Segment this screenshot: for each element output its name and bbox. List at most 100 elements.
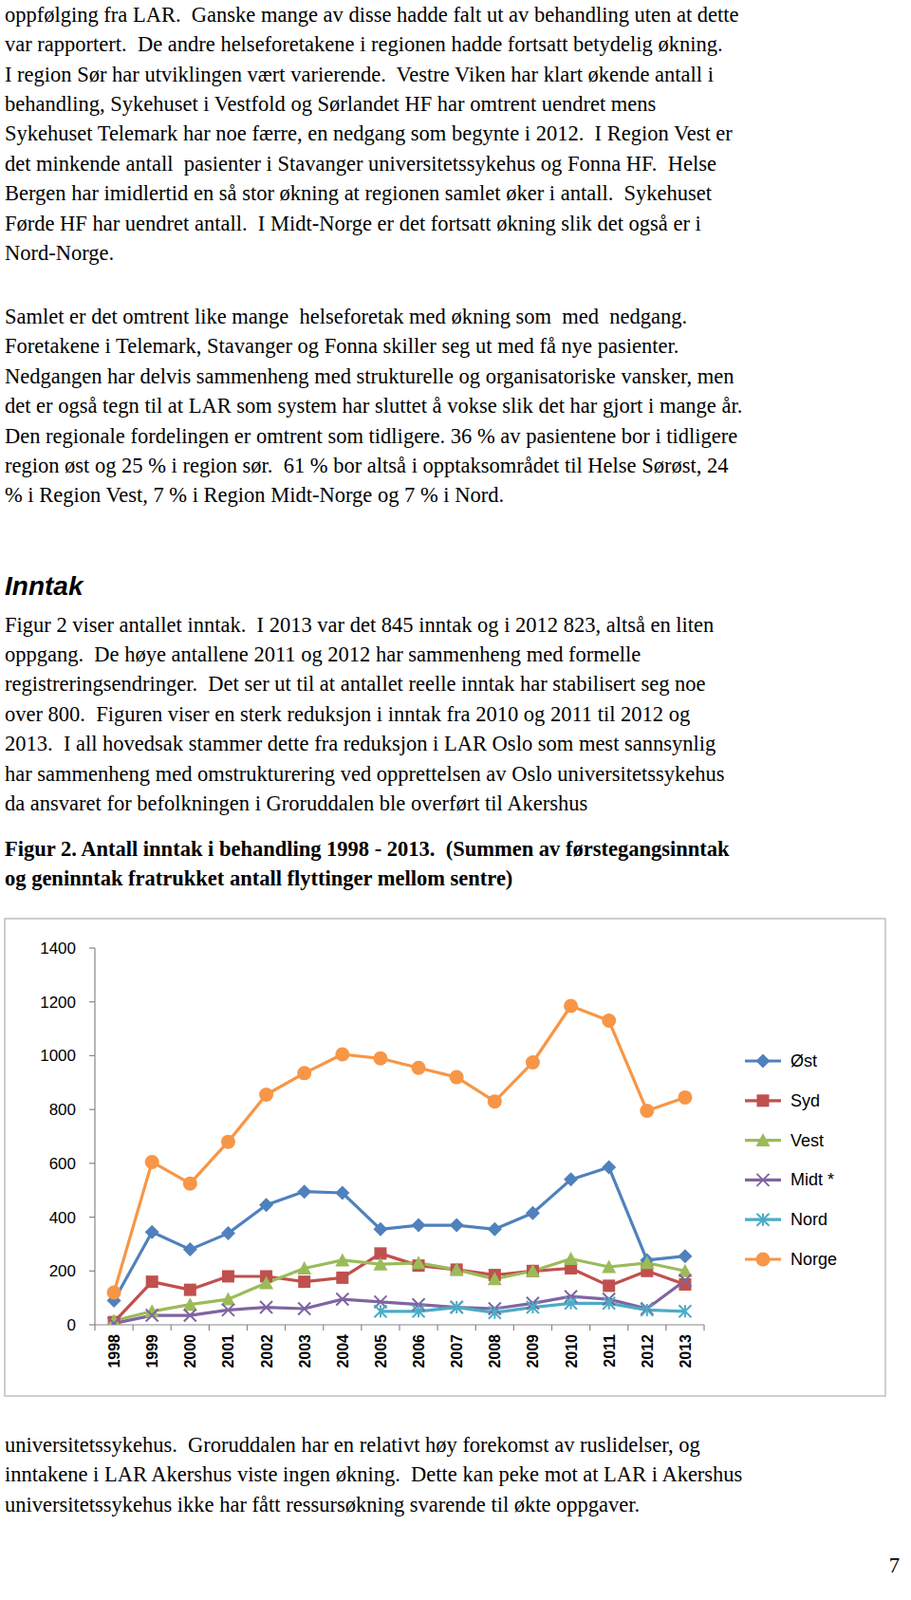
data-point (601, 1260, 616, 1274)
data-point (487, 1222, 502, 1237)
x-tick-label: 2002 (259, 1334, 276, 1369)
text-line: oppgang. De høye antallene 2011 og 2012 … (4, 642, 641, 667)
chart: 0200400600800100012001400199819992000200… (4, 918, 886, 1396)
x-tick (475, 1324, 477, 1331)
data-point (260, 1301, 273, 1314)
x-tick (284, 1324, 286, 1331)
data-point (335, 1293, 349, 1306)
x-tick (208, 1324, 210, 1331)
y-tick-label: 1000 (39, 1046, 76, 1065)
legend-marker (756, 1252, 771, 1267)
data-point (564, 1297, 577, 1310)
data-point (412, 1304, 426, 1318)
data-point (184, 1309, 197, 1322)
data-point (297, 1065, 312, 1080)
section-heading: Inntak (4, 571, 85, 601)
text-line: Nedgangen har delvis sammenheng med stru… (4, 364, 734, 389)
text-line: over 800. Figuren viser en sterk reduksj… (4, 702, 690, 726)
data-point (639, 1255, 654, 1269)
text-line: I region Sør har utviklingen vært varier… (4, 62, 714, 87)
data-point (259, 1087, 274, 1102)
x-tick-label: 2012 (639, 1334, 656, 1369)
chart-frame (4, 918, 886, 1396)
series-line (113, 1005, 686, 1293)
text-line: region øst og 25 % i region sør. 61 % bo… (4, 453, 728, 478)
text-line: registreringsendringer. Det ser ut til a… (4, 671, 707, 696)
text-line: det minkende antall pasienter i Stavange… (4, 151, 717, 176)
text-line: Nord-Norge. (4, 241, 114, 265)
text-line: Samlet er det omtrent like mange helsefo… (4, 304, 688, 329)
x-tick-label: 2005 (372, 1334, 390, 1369)
data-point (449, 1218, 465, 1233)
data-point (183, 1242, 198, 1257)
legend: ØstSydVestMidt *NordNorge (744, 1051, 837, 1269)
x-tick (665, 1324, 667, 1331)
text-line: Den regionale fordelingen er omtrent som… (4, 424, 738, 448)
x-tick (93, 1324, 95, 1331)
y-tick-label: 800 (49, 1100, 76, 1119)
text-line: var rapportert. De andre helseforetakene… (4, 32, 724, 56)
x-tick-label: 2009 (524, 1334, 541, 1369)
text-line: behandling, Sykehuset i Vestfold og Sørl… (4, 92, 656, 116)
x-tick-label: 2008 (486, 1334, 503, 1369)
y-tick-label: 200 (49, 1262, 76, 1281)
y-tick-label: 600 (49, 1154, 76, 1173)
data-point (107, 1284, 122, 1300)
data-point (373, 1304, 387, 1318)
text-line: universitetssykehus ikke har fått ressur… (4, 1492, 640, 1517)
data-point (334, 1047, 350, 1062)
data-point (184, 1283, 197, 1297)
text-line: Bergen har imidlertid en så stor økning … (4, 181, 713, 205)
legend-label: Norge (790, 1249, 837, 1269)
data-point (526, 1301, 540, 1314)
data-point (335, 1271, 349, 1284)
text-line: og geninntak fratrukket antall flyttinge… (4, 866, 513, 891)
x-tick-label: 2013 (677, 1334, 694, 1369)
data-point (222, 1303, 235, 1317)
data-point (487, 1271, 502, 1285)
y-axis (93, 948, 95, 1325)
text-line: Førde HF har uendret antall. I Midt-Norg… (4, 211, 702, 236)
legend-marker (756, 1054, 771, 1069)
data-point (146, 1309, 159, 1322)
y-tick (89, 1270, 95, 1272)
text-line: det er også tegn til at LAR som system h… (4, 393, 743, 418)
data-point (108, 1317, 121, 1325)
data-point (677, 1248, 692, 1264)
data-point (297, 1301, 311, 1315)
series-line (113, 1259, 686, 1321)
data-point (601, 1013, 616, 1028)
data-point (183, 1176, 198, 1191)
data-point (488, 1306, 502, 1320)
data-point (334, 1186, 350, 1201)
x-tick-label: 2006 (410, 1334, 428, 1369)
y-tick (89, 1001, 95, 1003)
data-point (221, 1134, 236, 1150)
x-tick-label: 2001 (220, 1334, 237, 1369)
text-line: oppfølging fra LAR. Ganske mange av diss… (4, 2, 740, 27)
data-point (411, 1255, 427, 1269)
data-point (526, 1264, 540, 1278)
data-point (563, 998, 578, 1013)
legend-label: Øst (790, 1051, 818, 1071)
data-point (145, 1225, 160, 1240)
data-point (372, 1257, 388, 1271)
data-point (372, 1222, 388, 1237)
legend-marker (757, 1094, 770, 1107)
data-point (450, 1301, 464, 1314)
x-tick-label: 2004 (334, 1334, 352, 1369)
data-point (297, 1184, 312, 1199)
data-point (334, 1252, 350, 1266)
y-tick (89, 1109, 95, 1111)
x-tick (627, 1324, 629, 1331)
legend-marker (757, 1173, 770, 1187)
text-line: inntakene i LAR Akershus viste ingen økn… (4, 1462, 743, 1487)
x-tick (132, 1324, 134, 1331)
y-tick-label: 1200 (39, 993, 76, 1012)
data-point (640, 1303, 653, 1317)
legend-label: Nord (790, 1209, 828, 1229)
x-tick-label: 1998 (106, 1334, 123, 1369)
data-point (639, 1103, 654, 1118)
y-tick (89, 1216, 95, 1218)
x-tick (398, 1324, 400, 1331)
